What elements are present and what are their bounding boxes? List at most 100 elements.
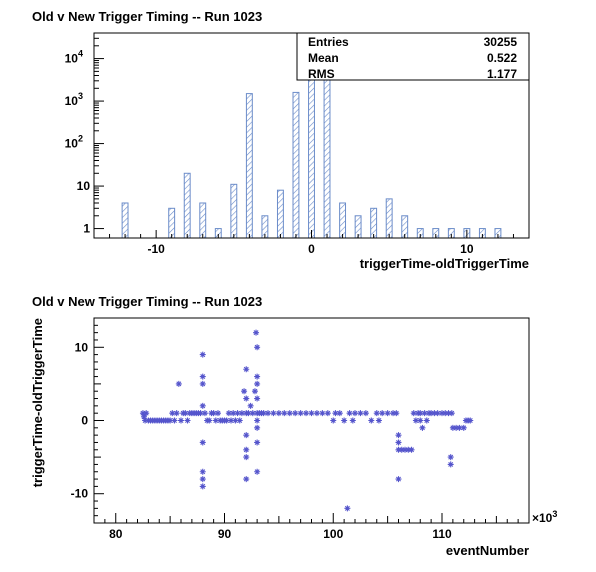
- histogram-bar: [230, 183, 238, 239]
- scatter-point: [308, 410, 315, 417]
- scatter-point: [175, 380, 182, 387]
- scatter-point: [142, 417, 149, 424]
- histogram-panel: Old v New Trigger Timing -- Run 1023 -10…: [32, 9, 530, 271]
- stats-entries-value: 30255: [484, 35, 518, 49]
- scatter-point: [417, 417, 424, 424]
- scatter-point: [201, 410, 208, 417]
- scatter-point: [428, 410, 435, 417]
- scatter-point: [449, 424, 456, 431]
- scatter-point: [236, 417, 243, 424]
- histogram-bar: [183, 172, 191, 239]
- scatter-y-tick-label: 0: [81, 414, 88, 428]
- scatter-point: [281, 410, 288, 417]
- scatter-point: [447, 454, 454, 461]
- scatter-x-multiplier: ×103: [532, 509, 557, 525]
- histogram-x-label: triggerTime-oldTriggerTime: [360, 256, 529, 271]
- scatter-x-label: eventNumber: [446, 543, 529, 558]
- scatter-point: [390, 410, 397, 417]
- scatter-point: [442, 410, 449, 417]
- scatter-point: [395, 432, 402, 439]
- scatter-point: [184, 417, 191, 424]
- scatter-point: [379, 410, 386, 417]
- scatter-point: [199, 373, 206, 380]
- scatter-point: [384, 410, 391, 417]
- scatter-y-tick-label: 10: [75, 340, 89, 354]
- scatter-point: [270, 410, 277, 417]
- scatter-point: [251, 388, 258, 395]
- histogram-x-axis: -10 0 10: [93, 230, 530, 256]
- scatter-point: [330, 417, 337, 424]
- scatter-point: [375, 417, 382, 424]
- scatter-point: [332, 410, 339, 417]
- scatter-point: [260, 410, 267, 417]
- histogram-title: Old v New Trigger Timing -- Run 1023: [32, 9, 262, 24]
- scatter-point: [182, 410, 189, 417]
- scatter-point: [169, 410, 176, 417]
- scatter-point: [249, 410, 256, 417]
- scatter-y-tick-label: -10: [71, 487, 89, 501]
- scatter-point: [171, 417, 178, 424]
- scatter-point: [241, 388, 248, 395]
- scatter-point: [254, 439, 261, 446]
- scatter-point: [254, 395, 261, 402]
- stats-box: Entries 30255 Mean 0.522 RMS 1.177: [296, 32, 530, 81]
- histogram-y-tick-label: 104: [65, 49, 83, 66]
- stats-box-frame: [296, 32, 530, 81]
- scatter-point: [228, 417, 235, 424]
- histogram-bars: [121, 45, 502, 239]
- scatter-point: [206, 417, 213, 424]
- scatter-point: [254, 468, 261, 475]
- scatter-point: [286, 410, 293, 417]
- scatter-y-label: triggerTime-oldTriggerTime: [30, 318, 45, 487]
- scatter-point: [230, 410, 237, 417]
- scatter-point: [341, 417, 348, 424]
- scatter-point: [243, 395, 250, 402]
- scatter-point: [439, 410, 445, 417]
- scatter-point: [303, 410, 310, 417]
- histogram-y-axis: 1 10 102 103 104: [65, 32, 104, 236]
- scatter-point: [402, 446, 409, 453]
- histogram-bar: [385, 198, 393, 239]
- scatter-point: [431, 410, 438, 417]
- scatter-point: [447, 461, 454, 468]
- scatter-point: [178, 417, 184, 424]
- scatter-point: [344, 505, 351, 512]
- scatter-point: [336, 410, 343, 417]
- scatter-title: Old v New Trigger Timing -- Run 1023: [32, 294, 262, 309]
- scatter-point: [143, 410, 150, 417]
- scatter-point: [412, 417, 419, 424]
- scatter-x-tick-label: 100: [323, 527, 343, 541]
- scatter-point: [324, 410, 331, 417]
- scatter-point: [453, 424, 460, 431]
- histogram-bar: [339, 202, 347, 239]
- stats-rms-value: 1.177: [487, 67, 517, 81]
- scatter-point: [352, 410, 358, 417]
- scatter-point: [245, 410, 252, 417]
- scatter-point: [417, 410, 424, 417]
- scatter-x-tick-label: 90: [218, 527, 232, 541]
- scatter-point: [346, 410, 353, 417]
- scatter-point: [167, 417, 174, 424]
- scatter-point: [141, 413, 148, 420]
- scatter-point: [247, 402, 254, 409]
- scatter-point: [254, 417, 261, 424]
- scatter-point: [275, 410, 282, 417]
- scatter-point: [395, 439, 402, 446]
- scatter-point: [199, 380, 206, 387]
- scatter-point: [210, 410, 217, 417]
- scatter-point: [398, 446, 405, 453]
- scatter-point: [467, 417, 474, 424]
- scatter-point: [445, 410, 452, 417]
- scatter-point: [243, 432, 250, 439]
- scatter-point: [199, 351, 206, 358]
- scatter-point: [199, 468, 206, 475]
- scatter-point: [197, 410, 204, 417]
- scatter-point: [253, 329, 260, 336]
- scatter-x-tick-label: 80: [109, 527, 123, 541]
- scatter-point: [214, 410, 221, 417]
- scatter-x-tick-label: 110: [432, 527, 452, 541]
- scatter-point: [243, 454, 250, 461]
- scatter-point: [139, 410, 146, 417]
- scatter-point: [393, 410, 400, 417]
- scatter-point: [460, 424, 467, 431]
